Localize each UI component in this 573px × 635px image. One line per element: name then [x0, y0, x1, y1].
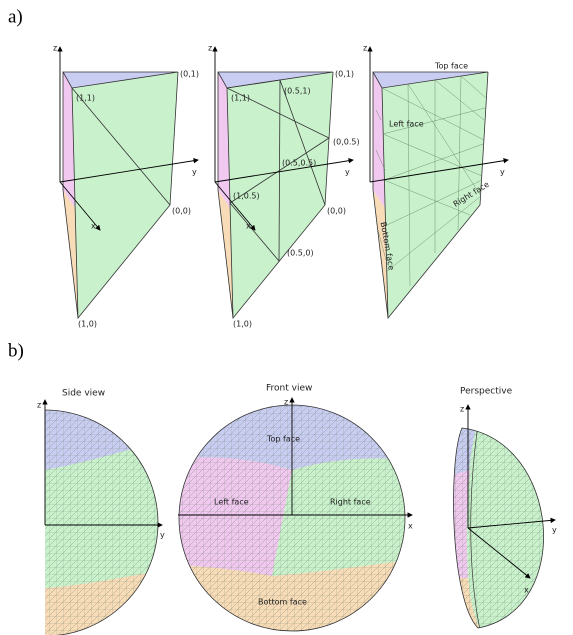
axis-label: z: [208, 44, 212, 53]
face-label: Top face: [434, 62, 468, 71]
axis-label: x: [408, 522, 413, 531]
face-label: Right face: [330, 498, 371, 507]
point-label: (0.5,0): [287, 249, 314, 258]
axis-label: x: [524, 586, 529, 595]
axis-label: y: [552, 526, 557, 535]
point-label: (0,1): [335, 70, 354, 79]
panel-label: a): [8, 6, 23, 27]
axis-label: z: [460, 405, 464, 414]
point-label: (0,0): [327, 207, 346, 216]
axis-label: y: [160, 531, 165, 540]
axis-label: y: [345, 168, 350, 177]
prism: z y Top face Left face Right face Bottom…: [363, 44, 508, 319]
point-label: (0,1): [180, 70, 199, 79]
perspective-view: Perspective z y x: [440, 387, 570, 635]
axis-label: y: [192, 168, 197, 177]
point-label: (1,0.5): [233, 192, 260, 201]
point-label: (1,0): [78, 320, 97, 329]
axis-label: z: [53, 44, 57, 53]
face-label: Bottom face: [258, 598, 307, 607]
axis-label: x: [91, 222, 96, 231]
axis-label: z: [37, 401, 41, 410]
point-label: (1,1): [76, 94, 95, 103]
figure: a) b) z y x (0,1) (1,1) (0,0) (1,0) z y …: [0, 0, 573, 635]
point-label: (1,0): [233, 320, 252, 329]
view-title: Front view: [266, 384, 312, 394]
axis-label: z: [284, 398, 288, 407]
point-label: (0,0.5): [333, 138, 360, 147]
front-view: Front view z x Top face Left face Right …: [175, 384, 413, 635]
axis-label: z: [363, 44, 367, 53]
face-label: Left face: [214, 498, 249, 507]
panel-label: b): [8, 340, 24, 361]
prism: z y x (0,1) (0.5,1) (1,1) (0,0.5) (0.5,0…: [208, 44, 360, 329]
view-title: Perspective: [460, 387, 513, 397]
axis-label: x: [246, 222, 251, 231]
prism: z y x (0,1) (1,1) (0,0) (1,0): [53, 44, 199, 329]
point-label: (0.5,0.5): [282, 159, 316, 168]
face-label: Top face: [266, 435, 300, 444]
face-label: Left face: [389, 120, 424, 129]
point-label: (1,1): [231, 94, 250, 103]
side-view: Side view z y: [37, 389, 170, 635]
view-title: Side view: [62, 389, 105, 399]
axis-label: y: [500, 168, 505, 177]
point-label: (0.5,1): [284, 87, 311, 96]
point-label: (0,0): [172, 207, 191, 216]
